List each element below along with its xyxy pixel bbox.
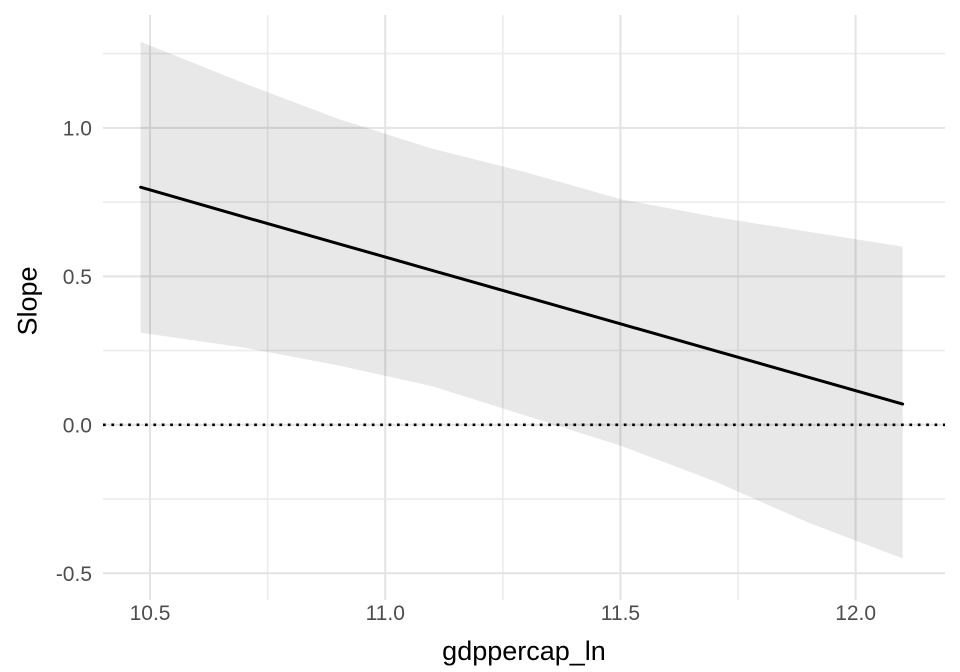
confidence-ribbon xyxy=(140,41,903,559)
y-tick-label: -0.5 xyxy=(56,563,92,586)
x-tick-label: 12.0 xyxy=(835,602,876,625)
x-tick-label: 11.0 xyxy=(366,602,405,625)
y-tick-label: 0.0 xyxy=(63,414,92,437)
x-tick-label: 11.5 xyxy=(601,602,640,625)
x-axis-title: gdppercap_ln xyxy=(442,636,606,666)
slope-line xyxy=(139,185,905,406)
y-axis-title: Slope xyxy=(12,266,43,336)
x-tick-label: 10.5 xyxy=(130,602,171,625)
y-tick-label: 1.0 xyxy=(63,117,92,140)
y-tick-label: 0.5 xyxy=(63,266,92,289)
